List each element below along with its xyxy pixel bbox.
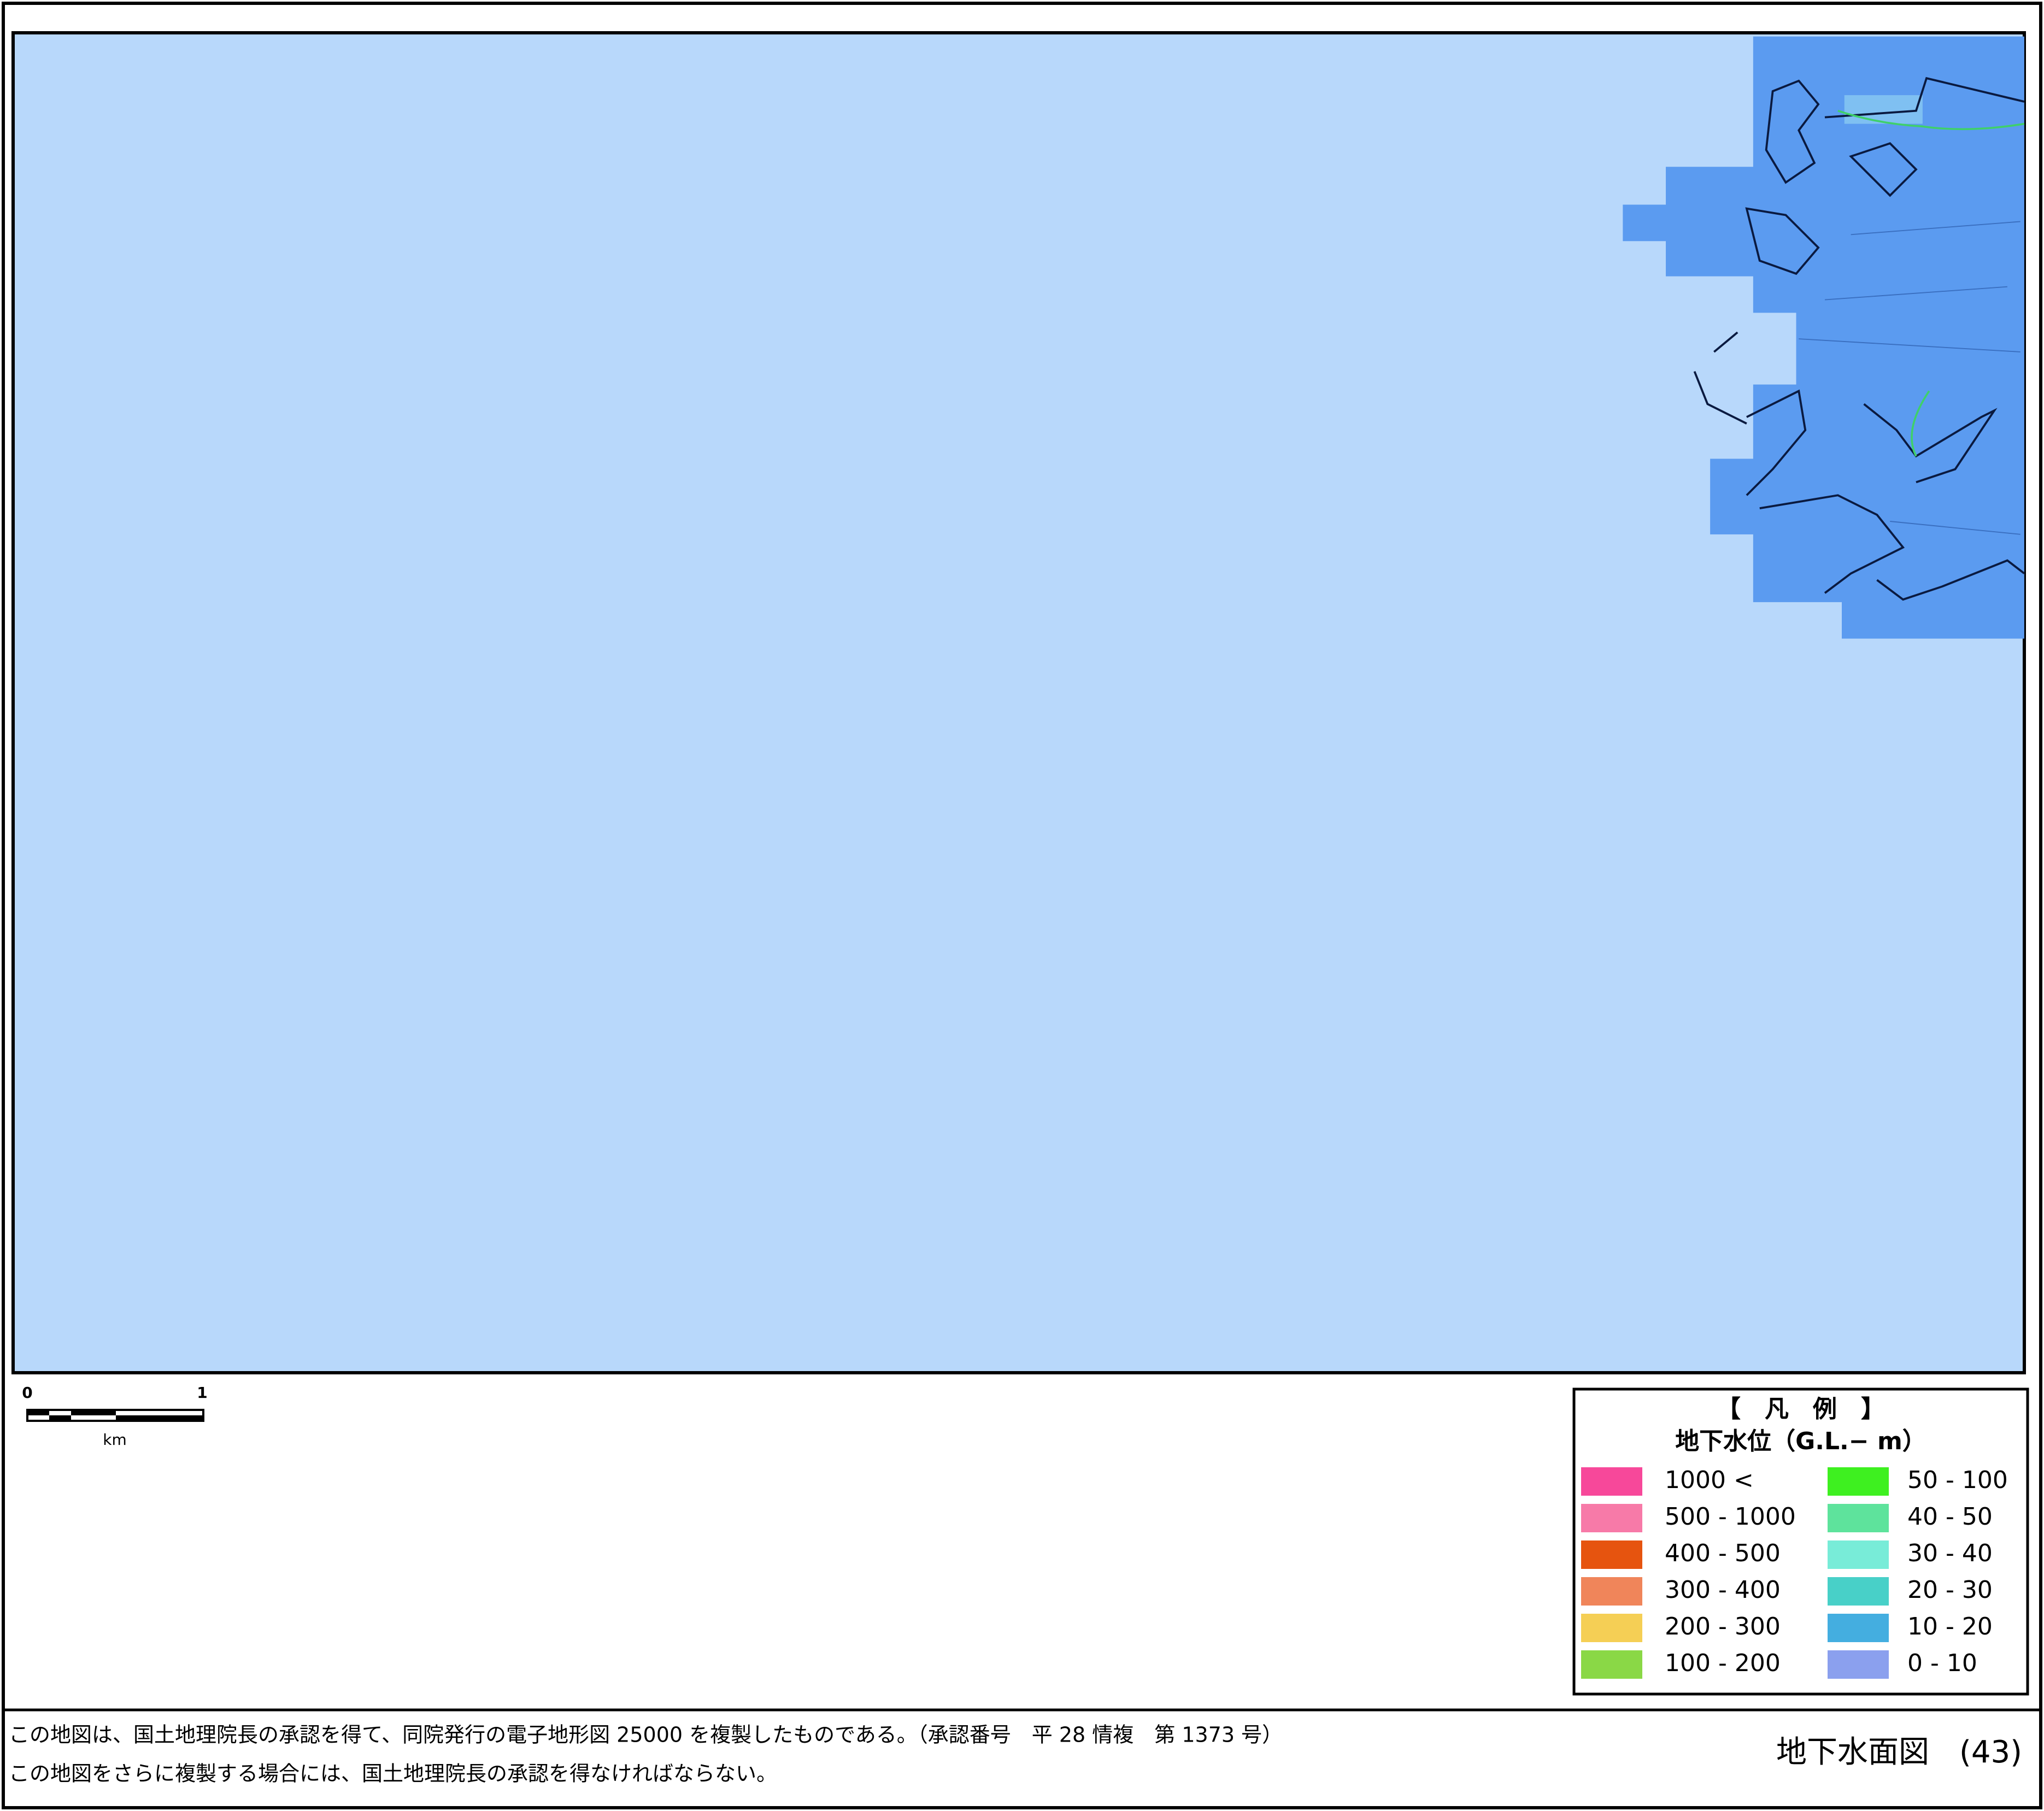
legend-swatch (1828, 1504, 1889, 1532)
legend-swatch (1581, 1650, 1642, 1679)
legend-label: 300 - 400 (1665, 1576, 1781, 1604)
legend-swatch (1581, 1467, 1642, 1496)
groundwater-zone (1844, 95, 1923, 124)
scale-bar: 0 1 km (22, 1384, 207, 1449)
legend-swatch (1828, 1650, 1889, 1679)
scale-end: 1 (197, 1384, 207, 1402)
scale-bar-segment (71, 1410, 116, 1415)
footer-note: この地図をさらに複製する場合には、国土地理院長の承認を得なければならない。 (9, 1762, 777, 1786)
legend-swatch (1581, 1577, 1642, 1606)
legend-label: 40 - 50 (1907, 1503, 1993, 1531)
legend-swatch (1828, 1467, 1889, 1496)
legend-label: 200 - 300 (1665, 1613, 1781, 1641)
river (1837, 110, 2025, 457)
legend-swatch (1581, 1540, 1642, 1569)
legend-swatch (1581, 1504, 1642, 1532)
legend-label: 0 - 10 (1907, 1649, 1977, 1677)
land-area (1623, 36, 2025, 639)
sheet-number: (43) (1959, 1734, 2022, 1770)
scale-start: 0 (22, 1384, 32, 1402)
legend-label: 1000 < (1665, 1466, 1754, 1494)
legend-label: 100 - 200 (1665, 1649, 1781, 1677)
legend-swatch (1828, 1614, 1889, 1642)
legend-label: 30 - 40 (1907, 1539, 1993, 1567)
legend-swatch (1581, 1614, 1642, 1642)
legend-swatch (1828, 1577, 1889, 1606)
legend-label: 20 - 30 (1907, 1576, 1993, 1604)
footer-note: この地図は、国土地理院長の承認を得て、同院発行の電子地形図 25000 を複製し… (9, 1723, 1283, 1747)
legend-label: 400 - 500 (1665, 1539, 1781, 1567)
scale-bar-segment (49, 1415, 71, 1421)
legend-frame (1572, 1387, 2029, 1696)
legend-label: 500 - 1000 (1665, 1503, 1796, 1531)
street (1799, 221, 2020, 535)
scale-unit: km (103, 1431, 127, 1449)
groundwater-zone (1623, 36, 2024, 639)
legend: 【 凡 例 】 地下水位（G.L.− m） 1000 < 500 - 1000 40… (1572, 1387, 2029, 1696)
scale-bar-segment (116, 1415, 203, 1421)
legend-swatch (1828, 1540, 1889, 1569)
legend-label: 10 - 20 (1907, 1613, 1993, 1641)
coastline (1693, 77, 2025, 601)
legend-subtitle: 地下水位（G.L.− m） (1675, 1427, 1926, 1455)
map-title: 地下水面図 (1776, 1734, 1929, 1770)
scale-bar-segment (27, 1410, 49, 1415)
legend-title: 【 凡 例 】 (1717, 1395, 1885, 1423)
legend-label: 50 - 100 (1907, 1466, 2008, 1494)
